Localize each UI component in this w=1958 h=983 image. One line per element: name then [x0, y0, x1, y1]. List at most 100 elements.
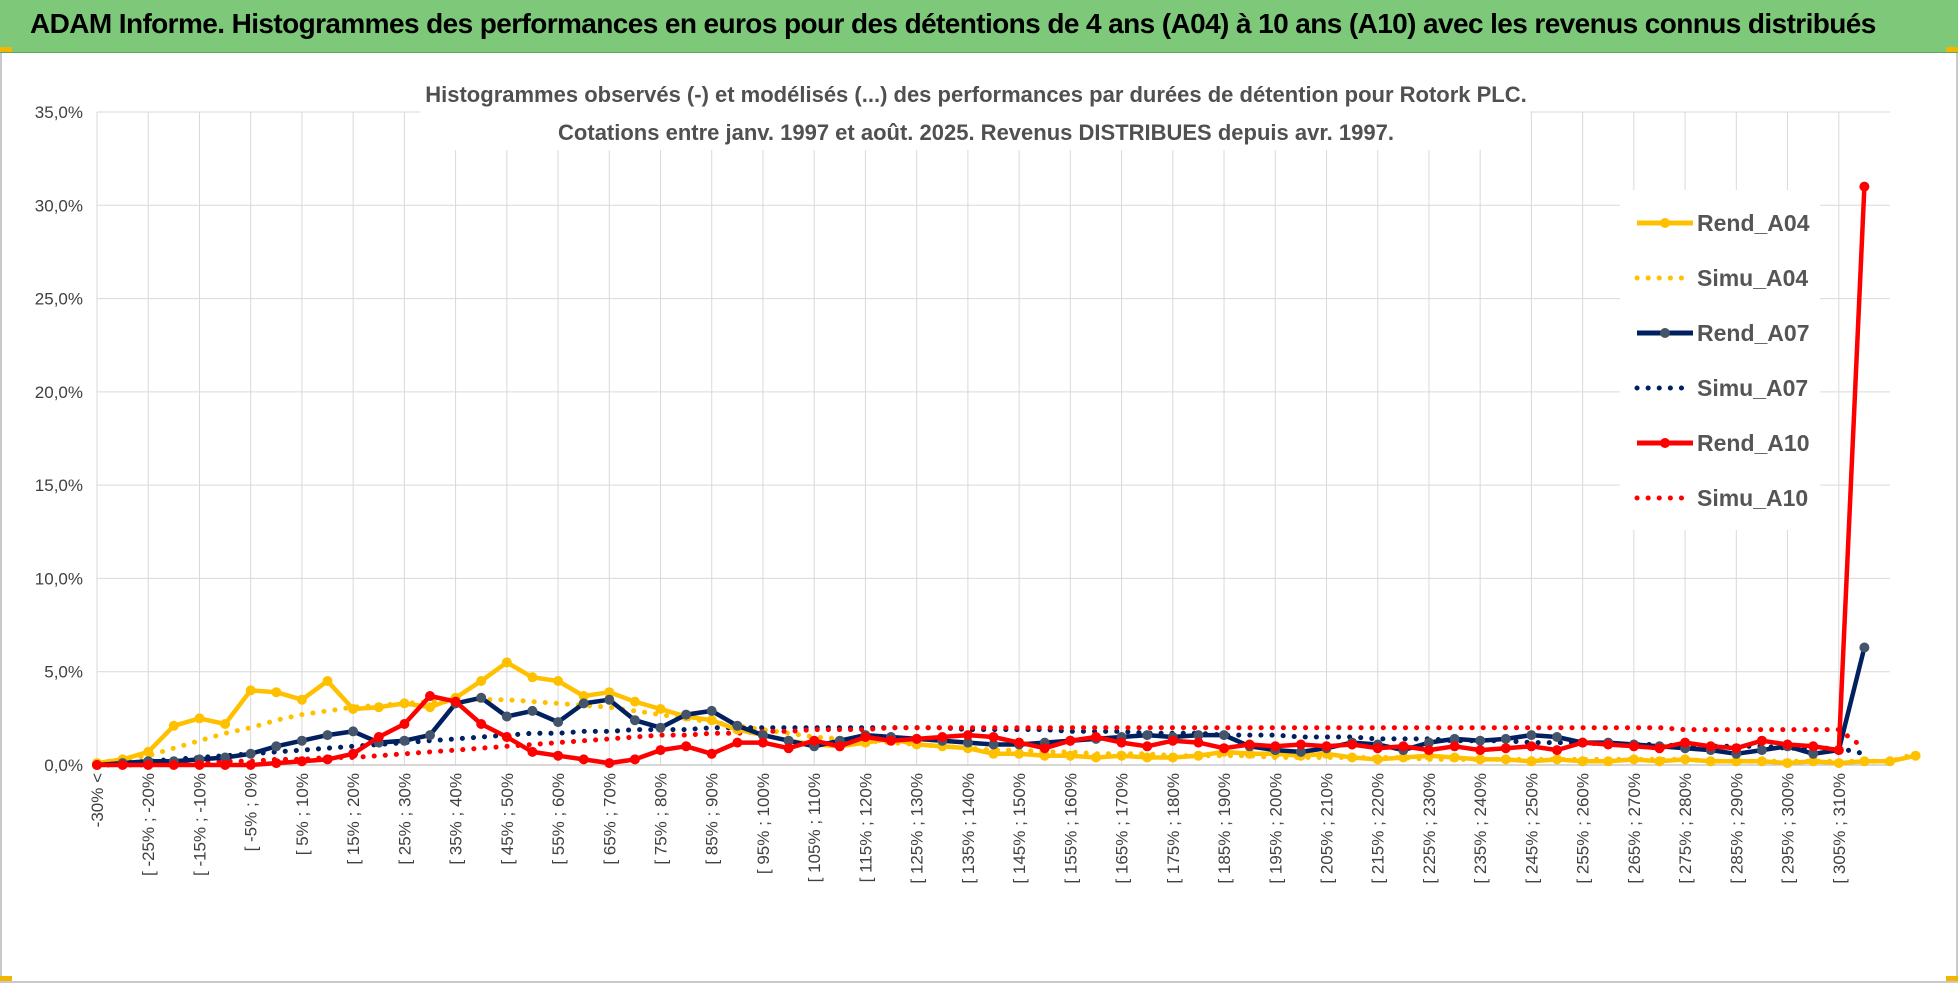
- series-Simu_A10: [94, 725, 1867, 768]
- data-point: [450, 696, 461, 707]
- data-point: [476, 692, 487, 703]
- data-point: [834, 741, 845, 752]
- data-point: [911, 733, 922, 744]
- data-point: [1628, 754, 1639, 765]
- data-point: [1219, 743, 1229, 754]
- data-point: [809, 735, 820, 746]
- data-point: [1039, 743, 1050, 754]
- data-point: [296, 735, 307, 746]
- data-point: [1244, 748, 1255, 759]
- x-tick-label: [ -5% ; 0%: [242, 773, 261, 851]
- x-tick-label: [ 195% ; 200%: [1266, 773, 1285, 884]
- data-point: [1603, 739, 1614, 750]
- data-point: [527, 746, 538, 757]
- data-point: [1654, 743, 1665, 754]
- data-point: [758, 737, 768, 748]
- data-point: [1808, 741, 1819, 752]
- x-tick-label: [ 305% ; 310%: [1830, 773, 1849, 884]
- data-point: [220, 752, 231, 763]
- x-tick-label: [ 95% ; 100%: [754, 773, 773, 874]
- legend-marker: [1660, 328, 1670, 338]
- legend-label: Rend_A07: [1697, 320, 1809, 346]
- data-point: [245, 685, 256, 696]
- data-point: [348, 748, 359, 759]
- data-point: [322, 730, 333, 741]
- chart-subtitle-line2: Cotations entre janv. 1997 et août. 2025…: [558, 120, 1394, 145]
- data-point: [1552, 754, 1562, 765]
- legend-item-Rend_A07: Rend_A07: [1637, 320, 1809, 346]
- data-point: [1500, 754, 1511, 765]
- data-point: [1756, 756, 1767, 767]
- data-point: [1347, 752, 1358, 763]
- data-point: [399, 735, 410, 746]
- data-point: [1270, 741, 1281, 752]
- data-point: [732, 737, 743, 748]
- data-point: [783, 743, 794, 754]
- data-point: [578, 691, 589, 701]
- data-point: [1500, 733, 1511, 744]
- data-point: [348, 726, 359, 737]
- x-tick-label: [ -25% ; -20%: [139, 773, 158, 876]
- data-point: [1193, 730, 1204, 741]
- data-point: [501, 711, 512, 722]
- data-point: [629, 754, 640, 765]
- x-tick-label: [ 215% ; 220%: [1369, 773, 1388, 884]
- y-tick-label: 5,0%: [44, 663, 83, 682]
- data-point: [1475, 745, 1486, 756]
- x-tick-label: [ 125% ; 130%: [908, 773, 927, 884]
- y-tick-label: 25,0%: [35, 290, 83, 309]
- data-point: [1603, 756, 1614, 767]
- y-tick-label: 35,0%: [35, 103, 83, 122]
- x-tick-label: [ 295% ; 300%: [1779, 773, 1798, 884]
- data-point: [1475, 735, 1486, 746]
- data-point: [425, 691, 435, 701]
- data-point: [296, 756, 307, 767]
- data-point: [553, 750, 564, 761]
- corner-marker: [0, 976, 12, 981]
- legend-item-Simu_A07: Simu_A07: [1634, 375, 1808, 401]
- data-point: [706, 715, 717, 726]
- data-point: [1423, 745, 1434, 756]
- data-point: [476, 676, 487, 686]
- data-point: [1321, 741, 1332, 752]
- data-point: [501, 732, 512, 742]
- data-point: [681, 741, 692, 752]
- data-point: [962, 737, 973, 748]
- x-tick-label: [ 235% ; 240%: [1471, 773, 1490, 884]
- legend-marker: [1660, 438, 1670, 448]
- x-tick-label: [ 15% ; 20%: [344, 773, 363, 865]
- data-point: [1526, 741, 1537, 752]
- x-tick-label: [ 225% ; 230%: [1420, 773, 1439, 884]
- data-point: [1705, 741, 1716, 752]
- data-point: [1142, 752, 1153, 763]
- data-point: [553, 717, 564, 728]
- data-point: [1782, 758, 1793, 769]
- legend-label: Rend_A10: [1697, 430, 1809, 456]
- legend-background: [1620, 190, 1820, 530]
- x-tick-label: [ 285% ; 290%: [1727, 773, 1746, 884]
- legend-item-Simu_A04: Simu_A04: [1634, 265, 1808, 291]
- title-banner: ADAM Informe. Histogrammes des performan…: [0, 0, 1958, 53]
- data-point: [143, 746, 154, 757]
- data-point: [271, 758, 282, 769]
- x-tick-label: [ 155% ; 160%: [1061, 773, 1080, 884]
- data-point: [1295, 739, 1306, 750]
- data-point: [1193, 737, 1204, 748]
- data-point: [220, 719, 231, 729]
- legend-item-Rend_A10: Rend_A10: [1637, 430, 1809, 456]
- data-point: [1526, 756, 1537, 767]
- legend-label: Rend_A04: [1697, 210, 1810, 236]
- data-point: [1654, 756, 1665, 767]
- legend-label: Simu_A10: [1697, 485, 1808, 511]
- data-point: [117, 760, 128, 770]
- data-point: [1219, 730, 1229, 741]
- x-tick-label: [ -15% ; -10%: [190, 773, 209, 876]
- data-point: [1372, 743, 1383, 754]
- x-tick-label: [ 245% ; 250%: [1522, 773, 1541, 884]
- data-point: [1065, 735, 1076, 746]
- data-point: [604, 694, 615, 705]
- data-point: [578, 754, 589, 765]
- data-point: [1116, 750, 1127, 761]
- data-point: [194, 713, 205, 724]
